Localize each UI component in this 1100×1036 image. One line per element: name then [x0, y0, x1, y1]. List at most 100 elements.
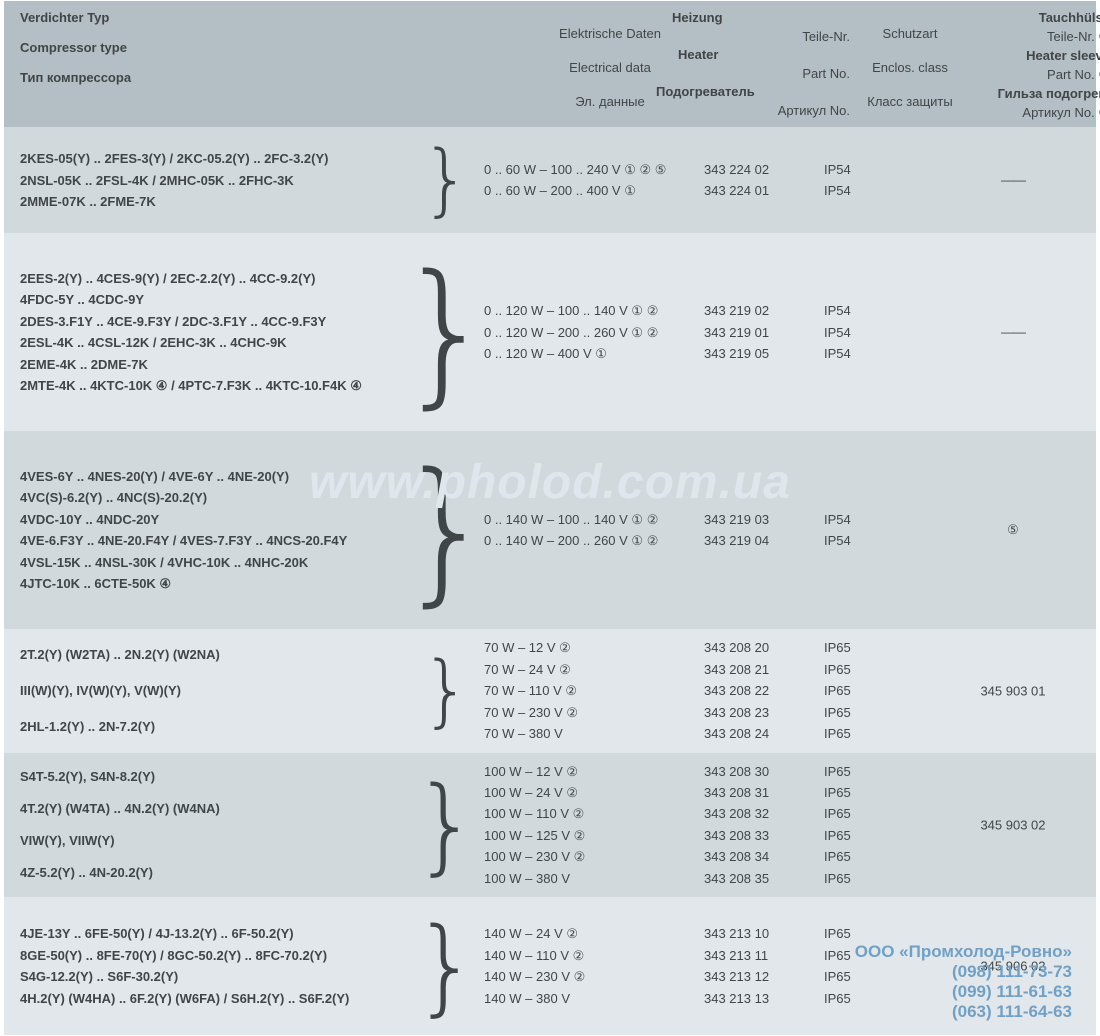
compressor-item: 2EME-4K .. 2DME-7K	[20, 354, 432, 375]
cell-elec: 70 W – 230 V ②	[460, 702, 704, 723]
compressor-item: 2EES-2(Y) .. 4CES-9(Y) / 2EC-2.2(Y) .. 4…	[20, 268, 432, 289]
header-enclos: Schutzart Enclos. class Класс защиты	[850, 7, 970, 121]
cell-elec: 140 W – 230 V ②	[460, 966, 704, 987]
header-en: Compressor type	[20, 37, 490, 59]
cell-ip: IP54	[824, 343, 944, 364]
cell-part: 343 213 10	[704, 923, 824, 944]
cell-part: 343 224 01	[704, 180, 824, 201]
cell-elec: 100 W – 12 V ②	[460, 761, 704, 782]
cell-part: 343 208 20	[704, 637, 824, 658]
cell-elec: 70 W – 380 V	[460, 723, 704, 744]
cell-ip: IP54	[824, 159, 944, 180]
compressor-item: 2DES-3.F1Y .. 4CE-9.F3Y / 2DC-3.F1Y .. 4…	[20, 311, 432, 332]
cell-elec: 100 W – 230 V ②	[460, 846, 704, 867]
cell-ip: IP65	[824, 761, 944, 782]
cell-sleeve-spacer	[944, 659, 1084, 680]
data-row: 0 .. 120 W – 400 V ①343 219 05IP54	[460, 343, 1084, 364]
sleeve-part-en: Part No. ③	[970, 67, 1100, 83]
brace-icon: }	[432, 241, 460, 423]
compressor-item: 2MME-07K .. 2FME-7K	[20, 191, 432, 212]
sleeve-part-no: ——	[948, 173, 1078, 188]
cell-elec: 0 .. 120 W – 200 .. 260 V ① ②	[460, 322, 704, 343]
cell-sleeve-spacer	[944, 846, 1084, 867]
cell-part: 343 208 33	[704, 825, 824, 846]
cell-ip: IP54	[824, 322, 944, 343]
cell-sleeve-spacer	[944, 868, 1084, 889]
header-ru: Тип компрессора	[20, 67, 490, 89]
sleeve-part-no: 345 903 02	[948, 817, 1078, 832]
compressor-list: S4T-5.2(Y), S4N-8.2(Y)4T.2(Y) (W4TA) .. …	[20, 761, 432, 890]
cell-sleeve-spacer	[944, 761, 1084, 782]
part-en: Part No.	[730, 66, 850, 81]
sleeve-ru: Гильза подогрев.	[970, 83, 1100, 105]
cell-part: 343 208 31	[704, 782, 824, 803]
header-sleeve: Tauchhülse Teile-Nr. ③ Heater sleeve Par…	[970, 7, 1100, 121]
compressor-item: 2KES-05(Y) .. 2FES-3(Y) / 2KC-05.2(Y) ..…	[20, 148, 432, 169]
cell-elec: 100 W – 380 V	[460, 868, 704, 889]
cell-part: 343 208 35	[704, 868, 824, 889]
cell-ip: IP65	[824, 825, 944, 846]
cell-part: 343 208 22	[704, 680, 824, 701]
promo-phone-2: (063) 111-64-63	[855, 1002, 1072, 1022]
cell-ip: IP54	[824, 509, 944, 530]
cell-elec: 0 .. 140 W – 100 .. 140 V ① ②	[460, 509, 704, 530]
heating-en: Heater	[678, 44, 798, 66]
sleeve-part-de: Teile-Nr. ③	[970, 29, 1100, 45]
sleeve-part-no: ⑤	[948, 522, 1078, 538]
watermark-text: www.pholod.com.ua	[309, 455, 791, 510]
heating-ru: Подогреватель	[656, 81, 776, 103]
brace-icon: }	[432, 135, 460, 225]
section-1: 2EES-2(Y) .. 4CES-9(Y) / 2EC-2.2(Y) .. 4…	[4, 233, 1096, 431]
data-row: 70 W – 24 V ②343 208 21IP65	[460, 659, 1084, 680]
data-row: 100 W – 12 V ②343 208 30IP65	[460, 761, 1084, 782]
cell-elec: 100 W – 110 V ②	[460, 803, 704, 824]
compressor-item: 2T.2(Y) (W2TA) .. 2N.2(Y) (W2NA)	[20, 637, 432, 673]
cell-part: 343 208 23	[704, 702, 824, 723]
cell-part: 343 208 34	[704, 846, 824, 867]
compressor-item: 4T.2(Y) (W4TA) .. 4N.2(Y) (W4NA)	[20, 793, 432, 825]
cell-part: 343 219 04	[704, 530, 824, 551]
header-row: Verdichter Typ Compressor type Тип компр…	[4, 1, 1096, 127]
compressor-item: 4JTC-10K .. 6CTE-50K ④	[20, 573, 432, 594]
sleeve-part-no: 345 903 01	[948, 683, 1078, 698]
promo-name: ООО «Промхолод-Ровно»	[855, 942, 1072, 962]
cell-part: 343 224 02	[704, 159, 824, 180]
data-row: 70 W – 380 V343 208 24IP65	[460, 723, 1084, 744]
cell-sleeve-spacer	[944, 637, 1084, 658]
cell-part: 343 208 24	[704, 723, 824, 744]
sleeve-de: Tauchhülse	[970, 7, 1100, 29]
cell-elec: 0 .. 60 W – 100 .. 240 V ① ② ⑤	[460, 159, 704, 180]
cell-part: 343 219 02	[704, 300, 824, 321]
promo-phone-0: (098) 111-73-73	[855, 962, 1072, 982]
cell-part: 343 213 12	[704, 966, 824, 987]
sleeve-part-no: ——	[948, 325, 1078, 340]
cell-ip: IP65	[824, 846, 944, 867]
section-0: 2KES-05(Y) .. 2FES-3(Y) / 2KC-05.2(Y) ..…	[4, 127, 1096, 233]
compressor-item: 4VSL-15K .. 4NSL-30K / 4VHC-10K .. 4NHC-…	[20, 552, 432, 573]
cell-ip: IP65	[824, 723, 944, 744]
cell-part: 343 208 21	[704, 659, 824, 680]
cell-ip: IP54	[824, 530, 944, 551]
encl-ru: Класс защиты	[850, 94, 970, 109]
cell-sleeve-spacer	[944, 343, 1084, 364]
part-de: Teile-Nr.	[730, 29, 850, 44]
cell-part: 343 213 11	[704, 945, 824, 966]
cell-elec: 0 .. 60 W – 200 .. 400 V ①	[460, 180, 704, 201]
cell-elec: 100 W – 125 V ②	[460, 825, 704, 846]
cell-elec: 0 .. 120 W – 100 .. 140 V ① ②	[460, 300, 704, 321]
compressor-item: 4JE-13Y .. 6FE-50(Y) / 4J-13.2(Y) .. 6F-…	[20, 923, 432, 944]
compressor-list: 2T.2(Y) (W2TA) .. 2N.2(Y) (W2NA)III(W)(Y…	[20, 637, 432, 744]
cell-ip: IP54	[824, 300, 944, 321]
compressor-item: III(W)(Y), IV(W)(Y), V(W)(Y)	[20, 673, 432, 709]
compressor-item: 4Z-5.2(Y) .. 4N-20.2(Y)	[20, 857, 432, 889]
compressor-item: 4H.2(Y) (W4HA) .. 6F.2(Y) (W6FA) / S6H.2…	[20, 988, 432, 1009]
promo-phone-1: (099) 111-61-63	[855, 982, 1072, 1002]
cell-elec: 70 W – 12 V ②	[460, 637, 704, 658]
header-partno: Heizung Teile-Nr. Heater Part No. Подогр…	[730, 7, 850, 121]
encl-de: Schutzart	[850, 26, 970, 41]
compressor-item: 8GE-50(Y) .. 8FE-70(Y) / 8GC-50.2(Y) .. …	[20, 945, 432, 966]
data-row: 70 W – 230 V ②343 208 23IP65	[460, 702, 1084, 723]
brace-icon: }	[432, 761, 460, 890]
cell-elec: 140 W – 24 V ②	[460, 923, 704, 944]
cell-elec: 140 W – 110 V ②	[460, 945, 704, 966]
